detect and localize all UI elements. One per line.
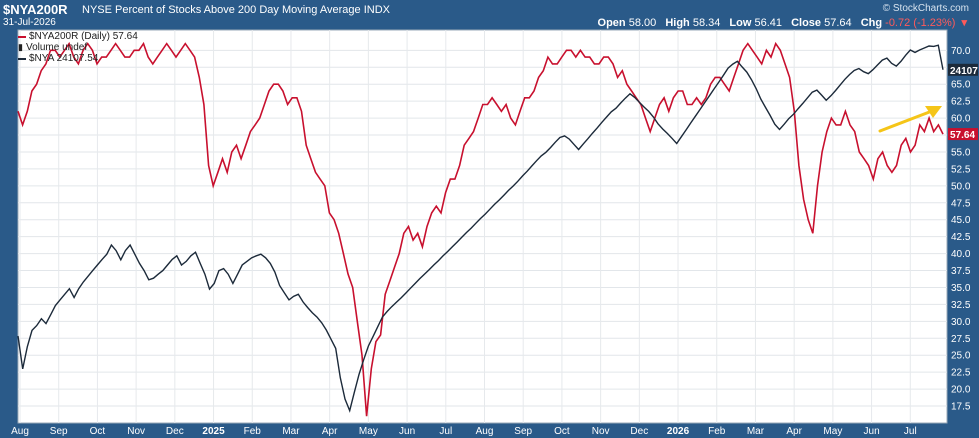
x-tick-label: Oct [90, 426, 106, 437]
secondary-last-tag [948, 63, 978, 76]
chart-header: $NYA200R NYSE Percent of Stocks Above 20… [0, 0, 979, 30]
y-tick-label: 17.5 [951, 402, 971, 413]
y-tick-label: 70.0 [951, 46, 971, 57]
x-tick-label: Aug [476, 426, 494, 437]
x-tick-label: Nov [127, 426, 145, 437]
x-tick-label: Sep [50, 426, 68, 437]
secondary-swatch-icon [18, 57, 26, 60]
y-tick-label: 20.0 [951, 385, 971, 396]
primary-swatch-icon [18, 35, 26, 38]
down-arrow-icon: ▾ [961, 17, 967, 29]
x-tick-label: Jul [439, 426, 452, 437]
y-tick-label: 62.5 [951, 97, 971, 108]
ohlc-readout: Open 58.00 High 58.34 Low 56.41 Close 57… [597, 17, 967, 29]
chart-legend: $NYA200R (Daily) 57.64 ▮ Volume undef $NY… [18, 31, 138, 64]
x-tick-label: Feb [244, 426, 262, 437]
x-tick-label: Jul [904, 426, 917, 437]
x-tick-label: Nov [592, 426, 610, 437]
primary-series-line [17, 41, 944, 417]
plot-area [17, 29, 948, 424]
volume-bars-icon: ▮ [18, 42, 23, 52]
x-tick-label: Mar [282, 426, 300, 437]
low-value: 56.41 [754, 17, 783, 29]
y-tick-label: 22.5 [951, 368, 971, 379]
x-tick-label: Dec [166, 426, 184, 437]
y-tick-label: 25.0 [951, 351, 971, 362]
symbol-label[interactable]: $NYA200R [3, 2, 68, 17]
y-tick-label: 45.0 [951, 215, 971, 226]
x-tick-label: Jun [399, 426, 415, 437]
y-tick-label: 40.0 [951, 249, 971, 260]
x-tick-label: Oct [554, 426, 570, 437]
legend-item-volume: ▮ Volume undef [18, 42, 88, 53]
x-tick-label: May [823, 426, 842, 437]
chart-title: NYSE Percent of Stocks Above 200 Day Mov… [82, 4, 390, 16]
chart-date: 31-Jul-2026 [3, 17, 56, 28]
secondary-last-value: 24107 [950, 66, 978, 77]
legend-item-secondary: $NYA 24107.54 [18, 53, 138, 64]
annotation-arrow-head-icon [925, 106, 942, 118]
primary-last-value: 57.64 [950, 130, 975, 141]
x-tick-label: Apr [322, 426, 338, 437]
legend-item-primary: $NYA200R (Daily) 57.64 [18, 31, 138, 42]
y-tick-label: 52.5 [951, 164, 971, 175]
change-value: -0.72 (-1.23%) [885, 17, 956, 29]
x-tick-label: Mar [747, 426, 765, 437]
y-tick-label: 27.5 [951, 334, 971, 345]
y-tick-label: 65.0 [951, 80, 971, 91]
x-tick-label: 2026 [667, 426, 690, 437]
x-tick-label: May [359, 426, 378, 437]
x-tick-label: Aug [11, 426, 29, 437]
close-value: 57.64 [824, 17, 852, 29]
x-tick-label: Apr [786, 426, 802, 437]
high-value: 58.34 [692, 17, 721, 29]
y-tick-label: 37.5 [951, 266, 971, 277]
open-value: 58.00 [628, 17, 657, 29]
y-tick-label: 60.0 [951, 114, 971, 125]
x-tick-label: Feb [708, 426, 726, 437]
y-tick-label: 42.5 [951, 232, 971, 243]
primary-last-tag [948, 128, 978, 141]
y-tick-label: 30.0 [951, 317, 971, 328]
brand-logo: © StockCharts.com [882, 3, 969, 14]
y-tick-label: 50.0 [951, 181, 971, 192]
y-tick-label: 47.5 [951, 198, 971, 209]
x-tick-label: 2025 [202, 426, 225, 437]
y-tick-label: 55.0 [951, 147, 971, 158]
x-tick-label: Dec [630, 426, 648, 437]
y-tick-label: 35.0 [951, 283, 971, 294]
y-tick-label: 32.5 [951, 300, 971, 311]
secondary-series-line [17, 44, 944, 413]
annotation-arrow-shaft [878, 109, 934, 133]
x-tick-label: Jun [864, 426, 880, 437]
x-tick-label: Sep [514, 426, 532, 437]
